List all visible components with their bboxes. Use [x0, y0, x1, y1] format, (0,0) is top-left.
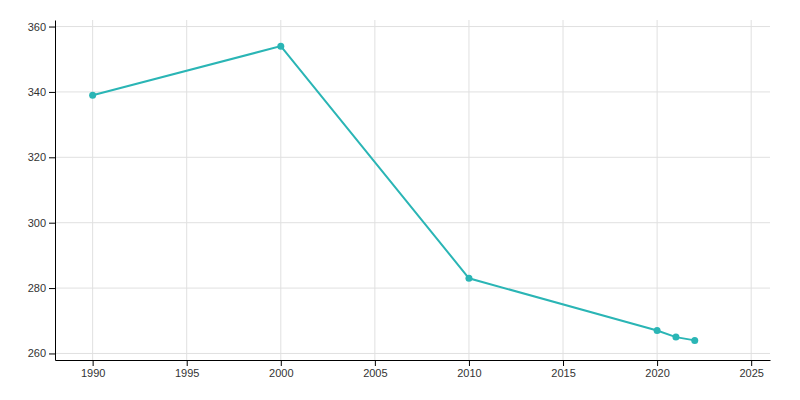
- y-axis-tick: 340: [28, 86, 55, 98]
- y-axis-tick-label: 340: [28, 86, 46, 98]
- x-axis-tick-label: 2005: [363, 367, 387, 379]
- x-axis-tick-mark: [281, 360, 282, 366]
- x-axis-tick-label: 2000: [269, 367, 293, 379]
- x-axis-tick-mark: [375, 360, 376, 366]
- grid-line-y: [55, 353, 770, 354]
- x-axis-tick: 2000: [269, 360, 293, 379]
- grid: [55, 20, 770, 360]
- x-axis-tick: 1990: [81, 360, 105, 379]
- y-axis-tick-mark: [49, 223, 55, 224]
- x-axis-tick-label: 1990: [81, 367, 105, 379]
- grid-line-y: [55, 26, 770, 27]
- y-axis-line: [55, 21, 56, 361]
- x-axis-tick-mark: [469, 360, 470, 366]
- x-axis-tick-mark: [563, 360, 564, 366]
- x-axis-tick: 2015: [551, 360, 575, 379]
- grid-line-y: [55, 91, 770, 92]
- x-axis-tick-label: 1995: [175, 367, 199, 379]
- x-axis-tick: 2020: [645, 360, 669, 379]
- chart-svg: 1990 1995 2000 2005 2010 2015 2020 2025 260 280 30…: [0, 0, 800, 400]
- y-axis-tick: 320: [28, 151, 55, 163]
- grid-line-x: [280, 20, 281, 360]
- y-axis-tick-mark: [49, 288, 55, 289]
- y-axis-tick: 300: [28, 217, 55, 229]
- x-axis-tick-label: 2020: [645, 367, 669, 379]
- x-axis-tick-mark: [657, 360, 658, 366]
- grid-line-x: [374, 20, 375, 360]
- chart-container: 1990 1995 2000 2005 2010 2015 2020 2025 260 280 30…: [0, 0, 800, 400]
- y-axis-tick-label: 300: [28, 217, 46, 229]
- y-axis-tick: 280: [28, 282, 55, 294]
- x-axis-tick-label: 2025: [739, 367, 763, 379]
- y-axis-tick-label: 320: [28, 151, 46, 163]
- x-axis-tick-label: 2015: [551, 367, 575, 379]
- y-axis-tick-label: 260: [28, 347, 46, 359]
- point: [277, 43, 284, 50]
- y-axis-tick-mark: [49, 157, 55, 158]
- y-axis-tick-mark: [49, 353, 55, 354]
- point: [654, 327, 661, 334]
- y-axis: 260 280 300 320 340 360: [28, 21, 56, 361]
- grid-line-x: [751, 20, 752, 360]
- y-axis-tick-label: 360: [28, 21, 46, 33]
- x-axis-tick: 2025: [739, 360, 763, 379]
- x-axis-tick: 2005: [363, 360, 387, 379]
- point: [465, 275, 472, 282]
- grid-line-y: [55, 157, 770, 158]
- line: [93, 46, 695, 340]
- y-axis-tick: 360: [28, 21, 55, 33]
- grid-line-y: [55, 288, 770, 289]
- point: [672, 334, 679, 341]
- x-axis-tick: 1995: [175, 360, 199, 379]
- x-axis-tick: 2010: [457, 360, 481, 379]
- point: [691, 337, 698, 344]
- x-axis-tick-label: 2010: [457, 367, 481, 379]
- x-axis-tick-mark: [187, 360, 188, 366]
- x-axis-tick-mark: [751, 360, 752, 366]
- x-axis-tick-mark: [93, 360, 94, 366]
- grid-line-y: [55, 222, 770, 223]
- marks: [89, 43, 698, 344]
- y-axis-tick-label: 280: [28, 282, 46, 294]
- grid-line-x: [92, 20, 93, 360]
- point: [89, 92, 96, 99]
- y-axis-tick-mark: [49, 27, 55, 28]
- x-axis-line: [56, 360, 771, 361]
- y-axis-tick-mark: [49, 92, 55, 93]
- grid-line-x: [468, 20, 469, 360]
- grid-line-x: [563, 20, 564, 360]
- x-axis: 1990 1995 2000 2005 2010 2015 2020 2025: [56, 360, 771, 379]
- grid-line-x: [657, 20, 658, 360]
- y-axis-tick: 260: [28, 347, 55, 359]
- plot: 1990 1995 2000 2005 2010 2015 2020 2025 260 280 30…: [28, 20, 771, 379]
